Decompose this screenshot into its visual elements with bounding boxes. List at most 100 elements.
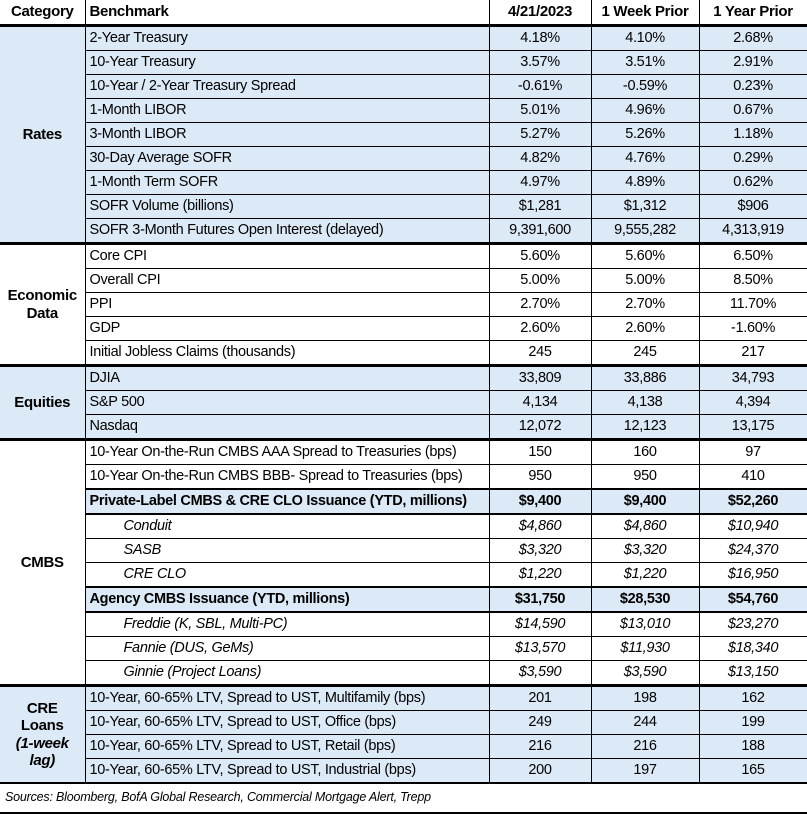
value-cell: 4,313,919 [698, 218, 807, 245]
value-cell: 2.60% [488, 316, 592, 341]
benchmark-cell: 10-Year, 60-65% LTV, Spread to UST, Indu… [84, 758, 490, 784]
benchmark-cell: 10-Year, 60-65% LTV, Spread to UST, Reta… [84, 734, 490, 759]
value-cell: $3,590 [488, 660, 592, 687]
value-cell: 4.97% [488, 170, 592, 195]
value-cell: 216 [488, 734, 592, 759]
value-cell: 0.23% [698, 74, 807, 99]
benchmark-cell: 1-Month LIBOR [84, 98, 490, 123]
table-row: CMBS 10-Year On-the-Run CMBS AAA Spread t… [0, 439, 807, 687]
value-cell: -1.60% [698, 316, 807, 341]
value-cell: 2.70% [488, 292, 592, 317]
value-cell: $28,530 [590, 586, 700, 613]
table-row: S&P 500 4,134 4,138 4,394 [0, 390, 807, 415]
category-label: Equities [14, 393, 71, 411]
value-cell: $4,860 [488, 513, 592, 539]
table-body: Rates 2-Year Treasury 4.18% 4.10% 2.68% 10-Ye… [0, 25, 807, 784]
benchmark-cell: S&P 500 [84, 390, 490, 415]
value-cell: $10,940 [698, 513, 807, 539]
value-cell: 410 [698, 464, 807, 490]
value-cell: 1.18% [698, 122, 807, 147]
column-header-week-prior: 1 Week Prior [590, 0, 700, 27]
value-cell: 12,072 [488, 414, 592, 441]
value-cell: 4,138 [590, 390, 700, 415]
value-cell: 5.60% [590, 243, 700, 269]
benchmark-cell: CRE CLO [84, 562, 490, 588]
value-cell: $1,281 [488, 194, 592, 219]
table-row: Rates 2-Year Treasury 4.18% 4.10% 2.68% [0, 25, 807, 245]
table-row: 30-Day Average SOFR 4.82% 4.76% 0.29% [0, 146, 807, 171]
value-cell: $14,590 [488, 611, 592, 637]
benchmark-cell: SOFR Volume (billions) [84, 194, 490, 219]
benchmark-cell: DJIA [84, 365, 490, 391]
footer-row: Sources: Bloomberg, BofA Global Research… [0, 783, 807, 814]
value-cell: 0.29% [698, 146, 807, 171]
value-cell: 0.67% [698, 98, 807, 123]
column-header-current-date: 4/21/2023 [488, 0, 592, 27]
table-row: Nasdaq 12,072 12,123 13,175 [0, 414, 807, 441]
value-cell: 150 [488, 439, 592, 465]
value-cell: 13,175 [698, 414, 807, 441]
benchmark-cell: Ginnie (Project Loans) [84, 660, 490, 687]
value-cell: 950 [488, 464, 592, 490]
table-row: GDP 2.60% 2.60% -1.60% [0, 316, 807, 341]
value-cell: 201 [488, 685, 592, 711]
value-cell: 245 [488, 340, 592, 367]
table-row: Initial Jobless Claims (thousands) 245 245… [0, 340, 807, 367]
benchmark-cell: Nasdaq [84, 414, 490, 441]
value-cell: 9,555,282 [590, 218, 700, 245]
table-row: 10-Year, 60-65% LTV, Spread to UST, Reta… [0, 734, 807, 759]
value-cell: $9,400 [488, 488, 592, 515]
value-cell: 5.26% [590, 122, 700, 147]
table-header: Category Benchmark 4/21/2023 1 Week Prio… [0, 0, 807, 27]
value-cell: -0.61% [488, 74, 592, 99]
benchmark-cell: Fannie (DUS, GeMs) [84, 636, 490, 661]
value-cell: 160 [590, 439, 700, 465]
benchmark-cell: Core CPI [84, 243, 490, 269]
table-row: 1-Month LIBOR 5.01% 4.96% 0.67% [0, 98, 807, 123]
table-row: Economic Data Core CPI 5.60% 5.60% 6.50% [0, 243, 807, 367]
value-cell: 3.51% [590, 50, 700, 75]
table-row: CRE Loans (1-week lag) 10-Year, 60-65% LTV… [0, 685, 807, 784]
table-row: Private-Label CMBS & CRE CLO Issuance (Y… [0, 488, 807, 515]
table-row: SOFR Volume (billions) $1,281 $1,312 $906 [0, 194, 807, 219]
value-cell: 2.70% [590, 292, 700, 317]
value-cell: 0.62% [698, 170, 807, 195]
value-cell: 4.18% [488, 25, 592, 51]
category-cell-rates: Rates [0, 25, 86, 245]
category-cell-cmbs: CMBS [0, 439, 86, 687]
value-cell: $54,760 [698, 586, 807, 613]
category-cell-economic-data: Economic Data [0, 243, 86, 367]
value-cell: $16,950 [698, 562, 807, 588]
category-label: Economic Data [7, 287, 78, 322]
benchmark-cell: 10-Year, 60-65% LTV, Spread to UST, Offi… [84, 710, 490, 735]
value-cell: 34,793 [698, 365, 807, 391]
value-cell: $18,340 [698, 636, 807, 661]
value-cell: 4.10% [590, 25, 700, 51]
value-cell: 4,394 [698, 390, 807, 415]
value-cell: $13,150 [698, 660, 807, 687]
benchmark-cell: Conduit [84, 513, 490, 539]
benchmark-cell: 3-Month LIBOR [84, 122, 490, 147]
column-header-benchmark: Benchmark [84, 0, 490, 27]
value-cell: 9,391,600 [488, 218, 592, 245]
value-cell: 12,123 [590, 414, 700, 441]
value-cell: 199 [698, 710, 807, 735]
value-cell: 4.89% [590, 170, 700, 195]
value-cell: 3.57% [488, 50, 592, 75]
table-row: Conduit $4,860 $4,860 $10,940 [0, 513, 807, 539]
benchmark-cell: SASB [84, 538, 490, 563]
benchmark-cell: Private-Label CMBS & CRE CLO Issuance (Y… [84, 488, 490, 515]
value-cell: 249 [488, 710, 592, 735]
value-cell: $3,320 [488, 538, 592, 563]
value-cell: 97 [698, 439, 807, 465]
value-cell: 244 [590, 710, 700, 735]
value-cell: 4,134 [488, 390, 592, 415]
value-cell: $1,220 [590, 562, 700, 588]
value-cell: 33,809 [488, 365, 592, 391]
table-row: SOFR 3-Month Futures Open Interest (dela… [0, 218, 807, 245]
table-row: CRE CLO $1,220 $1,220 $16,950 [0, 562, 807, 588]
value-cell: 6.50% [698, 243, 807, 269]
value-cell: 188 [698, 734, 807, 759]
value-cell: 33,886 [590, 365, 700, 391]
